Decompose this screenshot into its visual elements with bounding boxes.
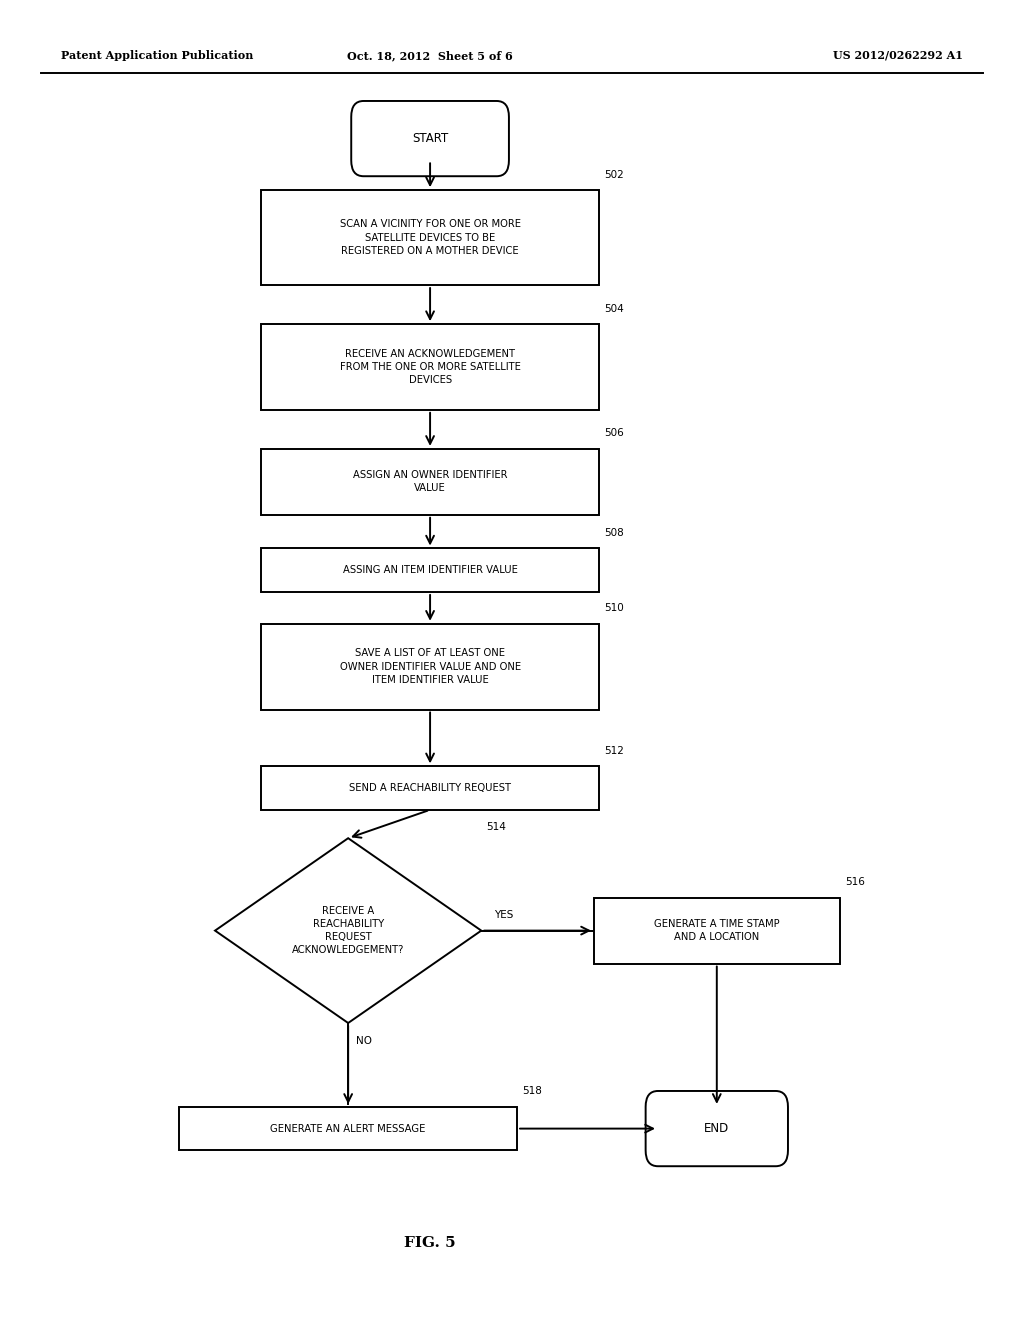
Text: Patent Application Publication: Patent Application Publication — [61, 50, 254, 61]
Bar — [261, 623, 599, 710]
Bar — [261, 766, 599, 809]
Bar — [179, 1106, 517, 1150]
Text: 516: 516 — [845, 876, 864, 887]
FancyBboxPatch shape — [351, 100, 509, 177]
Text: 504: 504 — [604, 304, 624, 314]
Text: NO: NO — [356, 1036, 373, 1047]
Text: 508: 508 — [604, 528, 624, 539]
Polygon shape — [215, 838, 481, 1023]
Bar — [261, 325, 599, 409]
Text: ASSING AN ITEM IDENTIFIER VALUE: ASSING AN ITEM IDENTIFIER VALUE — [343, 565, 517, 576]
Text: ASSIGN AN OWNER IDENTIFIER
VALUE: ASSIGN AN OWNER IDENTIFIER VALUE — [353, 470, 507, 494]
Text: SAVE A LIST OF AT LEAST ONE
OWNER IDENTIFIER VALUE AND ONE
ITEM IDENTIFIER VALUE: SAVE A LIST OF AT LEAST ONE OWNER IDENTI… — [340, 648, 520, 685]
Text: 510: 510 — [604, 603, 624, 612]
Text: RECEIVE AN ACKNOWLEDGEMENT
FROM THE ONE OR MORE SATELLITE
DEVICES: RECEIVE AN ACKNOWLEDGEMENT FROM THE ONE … — [340, 348, 520, 385]
Text: GENERATE A TIME STAMP
AND A LOCATION: GENERATE A TIME STAMP AND A LOCATION — [654, 919, 779, 942]
Text: SCAN A VICINITY FOR ONE OR MORE
SATELLITE DEVICES TO BE
REGISTERED ON A MOTHER D: SCAN A VICINITY FOR ONE OR MORE SATELLIT… — [340, 219, 520, 256]
Text: START: START — [412, 132, 449, 145]
Bar — [261, 190, 599, 285]
Text: US 2012/0262292 A1: US 2012/0262292 A1 — [833, 50, 963, 61]
Text: 512: 512 — [604, 746, 624, 755]
Text: RECEIVE A
REACHABILITY
REQUEST
ACKNOWLEDGEMENT?: RECEIVE A REACHABILITY REQUEST ACKNOWLED… — [292, 906, 404, 956]
Text: GENERATE AN ALERT MESSAGE: GENERATE AN ALERT MESSAGE — [270, 1123, 426, 1134]
Text: Oct. 18, 2012  Sheet 5 of 6: Oct. 18, 2012 Sheet 5 of 6 — [347, 50, 513, 61]
Bar — [261, 549, 599, 591]
Text: END: END — [705, 1122, 729, 1135]
FancyBboxPatch shape — [645, 1090, 788, 1167]
Bar — [261, 449, 599, 515]
Text: FIG. 5: FIG. 5 — [404, 1237, 456, 1250]
Text: SEND A REACHABILITY REQUEST: SEND A REACHABILITY REQUEST — [349, 783, 511, 793]
Text: 502: 502 — [604, 169, 624, 180]
Text: YES: YES — [494, 909, 513, 920]
Text: 514: 514 — [486, 821, 506, 832]
Text: 518: 518 — [522, 1086, 542, 1096]
Bar — [594, 898, 840, 964]
Text: 506: 506 — [604, 428, 624, 438]
